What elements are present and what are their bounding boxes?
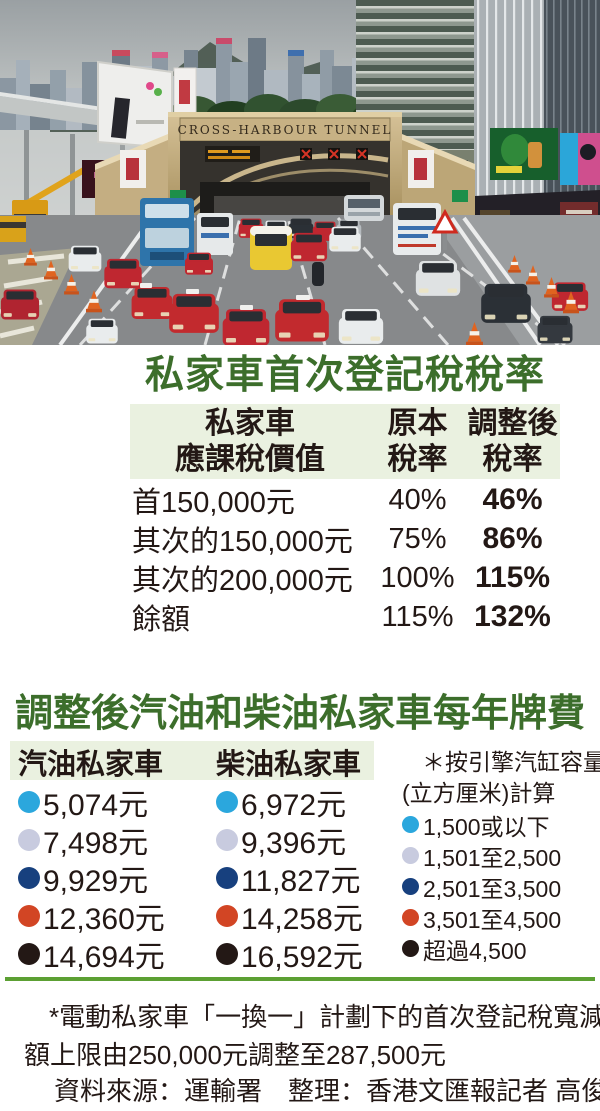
legend-title-line2: (立方厘米)計算 [402, 780, 556, 806]
petrol-fee: 7,498元 [43, 827, 149, 860]
list-item: 5,074元 6,972元 [10, 780, 374, 822]
engine-size-bullet [216, 905, 238, 927]
petrol-fee: 14,694元 [43, 941, 165, 974]
legend-bullet [402, 816, 419, 833]
engine-size-bullet [216, 943, 238, 965]
engine-size-bullet [216, 829, 238, 851]
legend-item: 超過4,500 [400, 933, 600, 964]
list-item: 14,694元 16,592元 [10, 932, 374, 974]
table-row: 餘額 115% 132% [130, 596, 560, 636]
legend-label: 1,501至2,500 [423, 844, 562, 871]
original-rate: 115% [381, 600, 454, 633]
white-billboard [97, 60, 173, 150]
taxable-band: 首150,000元 [132, 487, 295, 519]
taxable-band: 其次的150,000元 [132, 526, 353, 558]
yellow-minibus [250, 226, 292, 270]
diesel-fee: 6,972元 [241, 789, 347, 822]
table1-header-col2: 原本 稅率 [387, 406, 448, 476]
taxable-band: 餘額 [132, 604, 191, 636]
table-row: 其次的150,000元 75% 86% [130, 518, 560, 558]
section2-title: 調整後汽油和柴油私家車每年牌費 [14, 690, 585, 735]
pink-billboard [560, 133, 600, 185]
legend-item: 1,500或以下 [400, 809, 600, 840]
petrol-fee: 9,929元 [43, 865, 149, 898]
legend-item: 3,501至4,500 [400, 902, 600, 933]
diesel-fee: 16,592元 [241, 941, 363, 974]
green-billboard [490, 128, 558, 180]
footnote-line1: *電動私家車「一換一」計劃下的首次登記稅寬減 [49, 1002, 600, 1032]
engine-size-bullet [18, 829, 40, 851]
legend-label: 超過4,500 [423, 937, 527, 964]
table-row: 首150,000元 40% 46% [130, 479, 560, 519]
legend-bullet [402, 878, 419, 895]
blue-bus [140, 198, 194, 266]
list-item: 12,360元 14,258元 [10, 894, 374, 936]
engine-size-bullet [18, 943, 40, 965]
painted-island [0, 248, 78, 345]
adjusted-rate: 86% [482, 522, 543, 555]
legend-label: 1,500或以下 [423, 813, 550, 840]
section1-title: 私家車首次登記稅稅率 [144, 352, 545, 398]
source-line: 資料來源：運輸署 整理：香港文匯報記者 高俊威 [54, 1071, 600, 1108]
table1-header-col3: 調整後 稅率 [467, 406, 558, 476]
tunnel-sign-text: CROSS-HARBOUR TUNNEL [178, 123, 393, 137]
petrol-fee: 5,074元 [43, 789, 149, 822]
legend-title-line1: ＊按引擎汽缸容量 [422, 749, 600, 775]
adjusted-rate: 132% [474, 600, 551, 633]
engine-size-bullet [18, 867, 40, 889]
adjusted-rate: 46% [482, 483, 543, 516]
legend-bullet [402, 940, 419, 957]
green-divider [5, 977, 595, 981]
legend-item: 1,501至2,500 [400, 840, 600, 871]
engine-size-bullet [18, 791, 40, 813]
original-rate: 75% [388, 522, 447, 555]
legend-label: 3,501至4,500 [423, 906, 562, 933]
adjusted-rate: 115% [474, 561, 551, 594]
legend-label: 2,501至3,500 [423, 875, 562, 902]
footnote-line2: 額上限由250,000元調整至287,500元 [24, 1040, 446, 1070]
original-rate: 40% [388, 483, 447, 516]
legend-bullet [402, 847, 419, 864]
engine-size-bullet [216, 867, 238, 889]
licence-fee-table: 5,074元 6,972元 7,498元 9,396元 9,929元 [10, 780, 374, 974]
diesel-fee: 9,396元 [241, 827, 347, 860]
tunnel-portal: CROSS-HARBOUR TUNNEL [95, 112, 475, 217]
legend-bullet [402, 909, 419, 926]
list-item: 9,929元 11,827元 [10, 856, 374, 898]
data-source: 資料來源：運輸署 [54, 1076, 263, 1106]
table1-header: 私家車 應課稅價值 原本 稅率 調整後 稅率 [130, 404, 560, 479]
petrol-fee: 12,360元 [43, 903, 165, 936]
diesel-fee: 14,258元 [241, 903, 363, 936]
white-lorry [197, 213, 233, 255]
led-signs [205, 146, 260, 162]
warning-sign [431, 208, 459, 250]
engine-size-bullet [18, 905, 40, 927]
taxable-band: 其次的200,000元 [132, 565, 353, 597]
petrol-column-header: 汽油私家車 [18, 749, 164, 781]
diesel-fee: 11,827元 [241, 865, 361, 898]
licence-fee-header: 汽油私家車 柴油私家車 [10, 741, 374, 781]
diesel-column-header: 柴油私家車 [216, 749, 362, 781]
legend-item: 2,501至3,500 [400, 871, 600, 902]
traffic [0, 195, 589, 345]
engine-size-bullet [216, 791, 238, 813]
table1-header-col1: 私家車 應課稅價值 [175, 406, 325, 476]
lane-signals [300, 148, 368, 160]
editor-credit: 整理：香港文匯報記者 高俊威 [288, 1076, 600, 1106]
light-bus [344, 195, 384, 221]
white-van [393, 203, 441, 255]
traffic-photo: CROSS-HARBOUR TUNNEL [0, 0, 600, 345]
engine-size-legend: ＊按引擎汽缸容量 (立方厘米)計算 1,500或以下 1,501至2,500 2… [400, 747, 600, 964]
original-rate: 100% [380, 561, 455, 594]
list-item: 7,498元 9,396元 [10, 818, 374, 860]
table-row: 其次的200,000元 100% 115% [130, 557, 560, 597]
registration-tax-table: 私家車 應課稅價值 原本 稅率 調整後 稅率 首150,000元 40% 46%… [130, 404, 560, 636]
